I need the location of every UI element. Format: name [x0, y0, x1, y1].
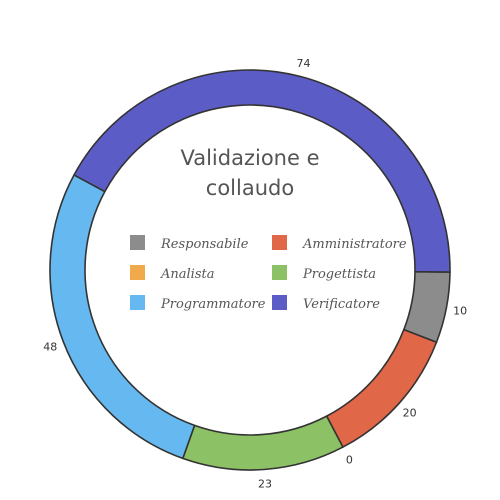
chart-title-line-2: collaudo: [206, 176, 294, 200]
slice-progettista: [182, 415, 344, 471]
value-label-analista: 0: [346, 453, 353, 466]
chart-title-line-1: Validazione e: [180, 146, 319, 170]
legend-label-programmatore: Programmatore: [160, 297, 266, 312]
legend-item-analista: Analista: [130, 265, 214, 282]
legend-label-responsabile: Responsabile: [160, 237, 249, 252]
value-label-verificatore: 74: [297, 57, 311, 70]
slices-group: [49, 69, 451, 471]
legend: Responsabile Amministratore Analista Proget…: [130, 235, 407, 312]
legend-item-progettista: Progettista: [272, 265, 376, 282]
legend-label-progettista: Progettista: [302, 267, 376, 282]
legend-swatch-programmatore: [130, 295, 145, 310]
value-label-responsabile: 10: [453, 304, 467, 317]
legend-label-analista: Analista: [160, 267, 214, 282]
chart-title: Validazione e collaudo: [180, 146, 319, 200]
legend-item-responsabile: Responsabile: [130, 235, 249, 252]
legend-swatch-responsabile: [130, 235, 145, 250]
legend-item-verificatore: Verificatore: [272, 295, 380, 312]
legend-swatch-progettista: [272, 265, 287, 280]
legend-item-programmatore: Programmatore: [130, 295, 266, 312]
value-label-progettista: 23: [258, 477, 272, 490]
legend-item-amministratore: Amministratore: [272, 235, 407, 252]
legend-label-amministratore: Amministratore: [302, 237, 407, 252]
value-label-amministratore: 20: [403, 406, 417, 419]
slice-verificatore: [73, 69, 451, 273]
legend-swatch-amministratore: [272, 235, 287, 250]
slice-programmatore: [49, 174, 196, 460]
legend-swatch-verificatore: [272, 295, 287, 310]
legend-label-verificatore: Verificatore: [303, 297, 380, 312]
value-label-programmatore: 48: [43, 341, 57, 354]
slice-amministratore: [325, 328, 438, 448]
value-labels-group: 10 20 0 23 48 74: [43, 57, 467, 491]
legend-swatch-analista: [130, 265, 145, 280]
